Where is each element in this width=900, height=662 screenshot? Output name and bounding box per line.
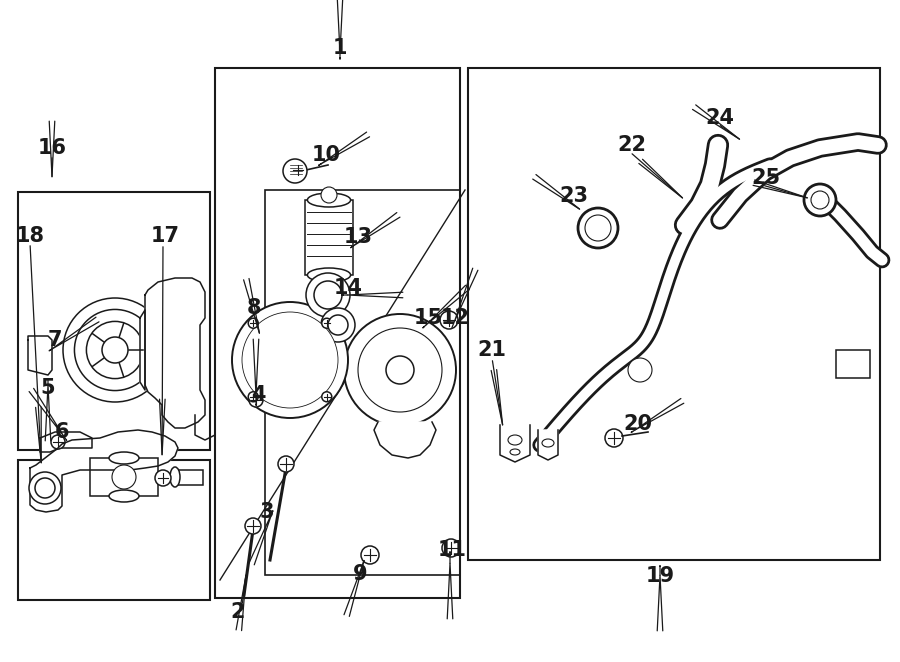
Text: 20: 20	[624, 414, 652, 434]
Text: 2: 2	[230, 602, 246, 622]
Text: 5: 5	[40, 378, 55, 398]
Bar	[175, 470, 203, 485]
Polygon shape	[500, 425, 530, 462]
Circle shape	[75, 309, 156, 391]
Circle shape	[86, 321, 144, 379]
Circle shape	[249, 393, 263, 407]
Circle shape	[578, 208, 618, 248]
Polygon shape	[28, 336, 52, 375]
Polygon shape	[140, 310, 145, 390]
Circle shape	[585, 215, 611, 241]
Text: 7: 7	[48, 330, 62, 350]
Text: 21: 21	[478, 340, 507, 360]
Text: 24: 24	[706, 108, 734, 128]
Circle shape	[440, 311, 458, 329]
Text: 4: 4	[251, 385, 266, 405]
Circle shape	[278, 456, 294, 472]
Circle shape	[442, 539, 460, 557]
Circle shape	[811, 191, 829, 209]
Ellipse shape	[109, 452, 139, 464]
Circle shape	[245, 518, 261, 534]
Circle shape	[605, 429, 623, 447]
Text: 18: 18	[15, 226, 44, 246]
Circle shape	[102, 337, 128, 363]
Bar	[836, 350, 870, 378]
Bar	[18, 192, 210, 450]
Circle shape	[283, 159, 307, 183]
Circle shape	[306, 273, 350, 317]
Text: 22: 22	[617, 135, 646, 155]
Text: 14: 14	[334, 278, 363, 298]
Ellipse shape	[308, 193, 351, 207]
Text: 13: 13	[344, 227, 373, 247]
Bar	[468, 68, 880, 560]
Text: 11: 11	[437, 540, 466, 560]
Text: 23: 23	[560, 186, 589, 206]
Polygon shape	[40, 432, 92, 452]
Text: 19: 19	[645, 566, 675, 586]
Circle shape	[322, 318, 332, 328]
Text: 6: 6	[55, 422, 69, 442]
Circle shape	[248, 392, 258, 402]
Circle shape	[290, 162, 306, 178]
Circle shape	[35, 478, 55, 498]
Polygon shape	[30, 430, 178, 512]
Circle shape	[358, 328, 442, 412]
Ellipse shape	[542, 439, 554, 447]
Circle shape	[386, 356, 414, 384]
Bar	[90, 458, 158, 496]
Circle shape	[242, 312, 338, 408]
Circle shape	[628, 358, 652, 382]
Bar	[18, 460, 210, 600]
Polygon shape	[538, 430, 558, 460]
Ellipse shape	[308, 268, 351, 282]
Circle shape	[344, 314, 456, 426]
Polygon shape	[374, 422, 436, 458]
Circle shape	[29, 472, 61, 504]
Circle shape	[321, 187, 337, 203]
Text: 17: 17	[150, 226, 179, 246]
Circle shape	[321, 308, 355, 342]
Text: 10: 10	[311, 145, 340, 165]
Text: 12: 12	[440, 308, 470, 328]
Text: 1: 1	[333, 38, 347, 58]
Circle shape	[63, 298, 167, 402]
Ellipse shape	[510, 449, 520, 455]
Ellipse shape	[508, 435, 522, 445]
Text: 9: 9	[353, 564, 367, 584]
Circle shape	[155, 470, 171, 486]
Circle shape	[248, 318, 258, 328]
Bar	[215, 68, 460, 598]
Text: 8: 8	[247, 298, 261, 318]
Circle shape	[314, 281, 342, 309]
Circle shape	[361, 546, 379, 564]
Bar	[305, 200, 353, 275]
Circle shape	[328, 315, 348, 335]
Circle shape	[322, 392, 332, 402]
Polygon shape	[145, 278, 205, 428]
Text: 3: 3	[260, 502, 274, 522]
Text: 16: 16	[38, 138, 67, 158]
Ellipse shape	[109, 490, 139, 502]
Circle shape	[112, 465, 136, 489]
Circle shape	[51, 435, 65, 449]
Text: 25: 25	[752, 168, 780, 188]
Circle shape	[232, 302, 348, 418]
Circle shape	[804, 184, 836, 216]
Ellipse shape	[170, 467, 180, 487]
Text: 15: 15	[413, 308, 443, 328]
Bar	[265, 190, 460, 575]
